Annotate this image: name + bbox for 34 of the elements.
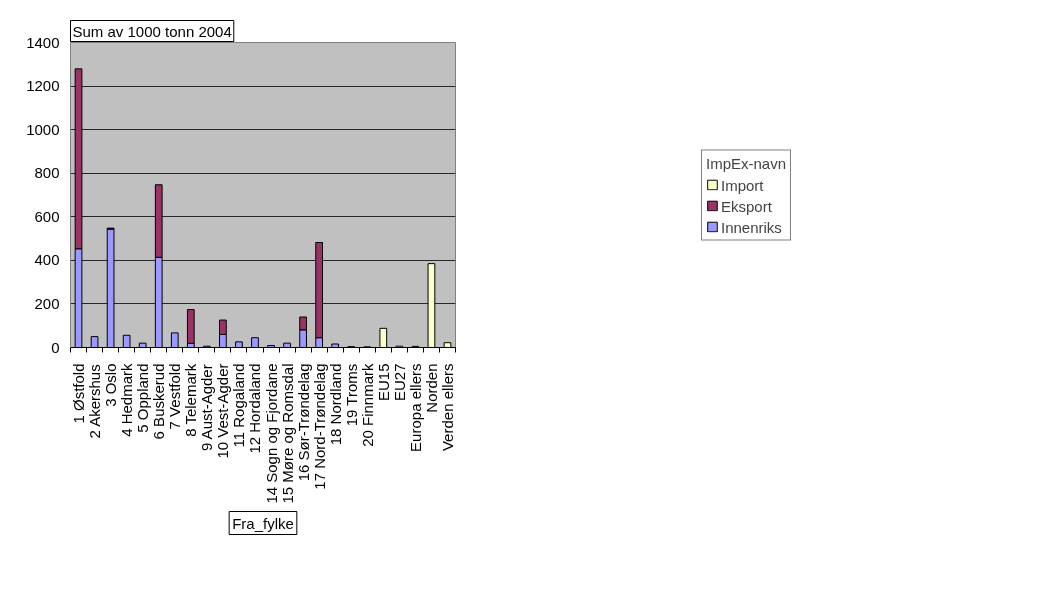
x-tick-label: Europa ellers [406,363,424,452]
x-tick-label: 4 Hedmark [118,363,136,437]
x-tick-label: 5 Oppland [134,363,152,433]
x-tick-label: 8 Telemark [182,363,200,437]
x-tick-label: 2 Akershus [86,364,104,439]
x-tick-label: Norden [422,363,440,413]
x-tick-label: Verden ellers [438,363,456,452]
legend-title: ImpEx-navn [705,154,787,171]
y-tick-label: 1400 [26,33,60,51]
x-tick-label: 1 Østfold [70,363,88,424]
y-tick-label: 1200 [26,77,60,95]
x-tick-label: 9 Aust-Agder [198,364,216,452]
x-tick-label: 19 Troms [342,363,360,427]
y-tick-label: 0 [51,338,60,356]
y-tick-label: 400 [34,251,60,269]
x-tick-label: 10 Vest-Agder [214,363,232,459]
y-tick-label: 1000 [26,120,60,138]
legend-label: Import [720,176,764,193]
legend-label: Eksport [720,197,772,214]
x-tick-label: 12 Hordaland [246,363,264,454]
x-tick-label: 11 Rogaland [230,363,248,448]
legend-label: Innenriks [720,218,782,235]
x-tick-label: EU15 [374,363,392,402]
y-tick-label: 600 [34,207,60,225]
y-tick-label: 800 [34,164,60,182]
x-tick-label: 7 Vestfold [166,363,184,430]
x-tick-label: 20 Finnmark [358,363,376,447]
x-tick-label: 3 Oslo [102,363,120,407]
x-axis-title: Fra_fylke [232,514,294,532]
x-tick-label: 6 Buskerud [150,363,168,440]
x-tick-label: EU27 [390,363,408,402]
chart-title: Sum av 1000 tonn 2004 [72,22,232,40]
x-tick-label: 14 Sogn og Fjordane [262,363,280,504]
y-tick-label: 200 [34,294,60,312]
